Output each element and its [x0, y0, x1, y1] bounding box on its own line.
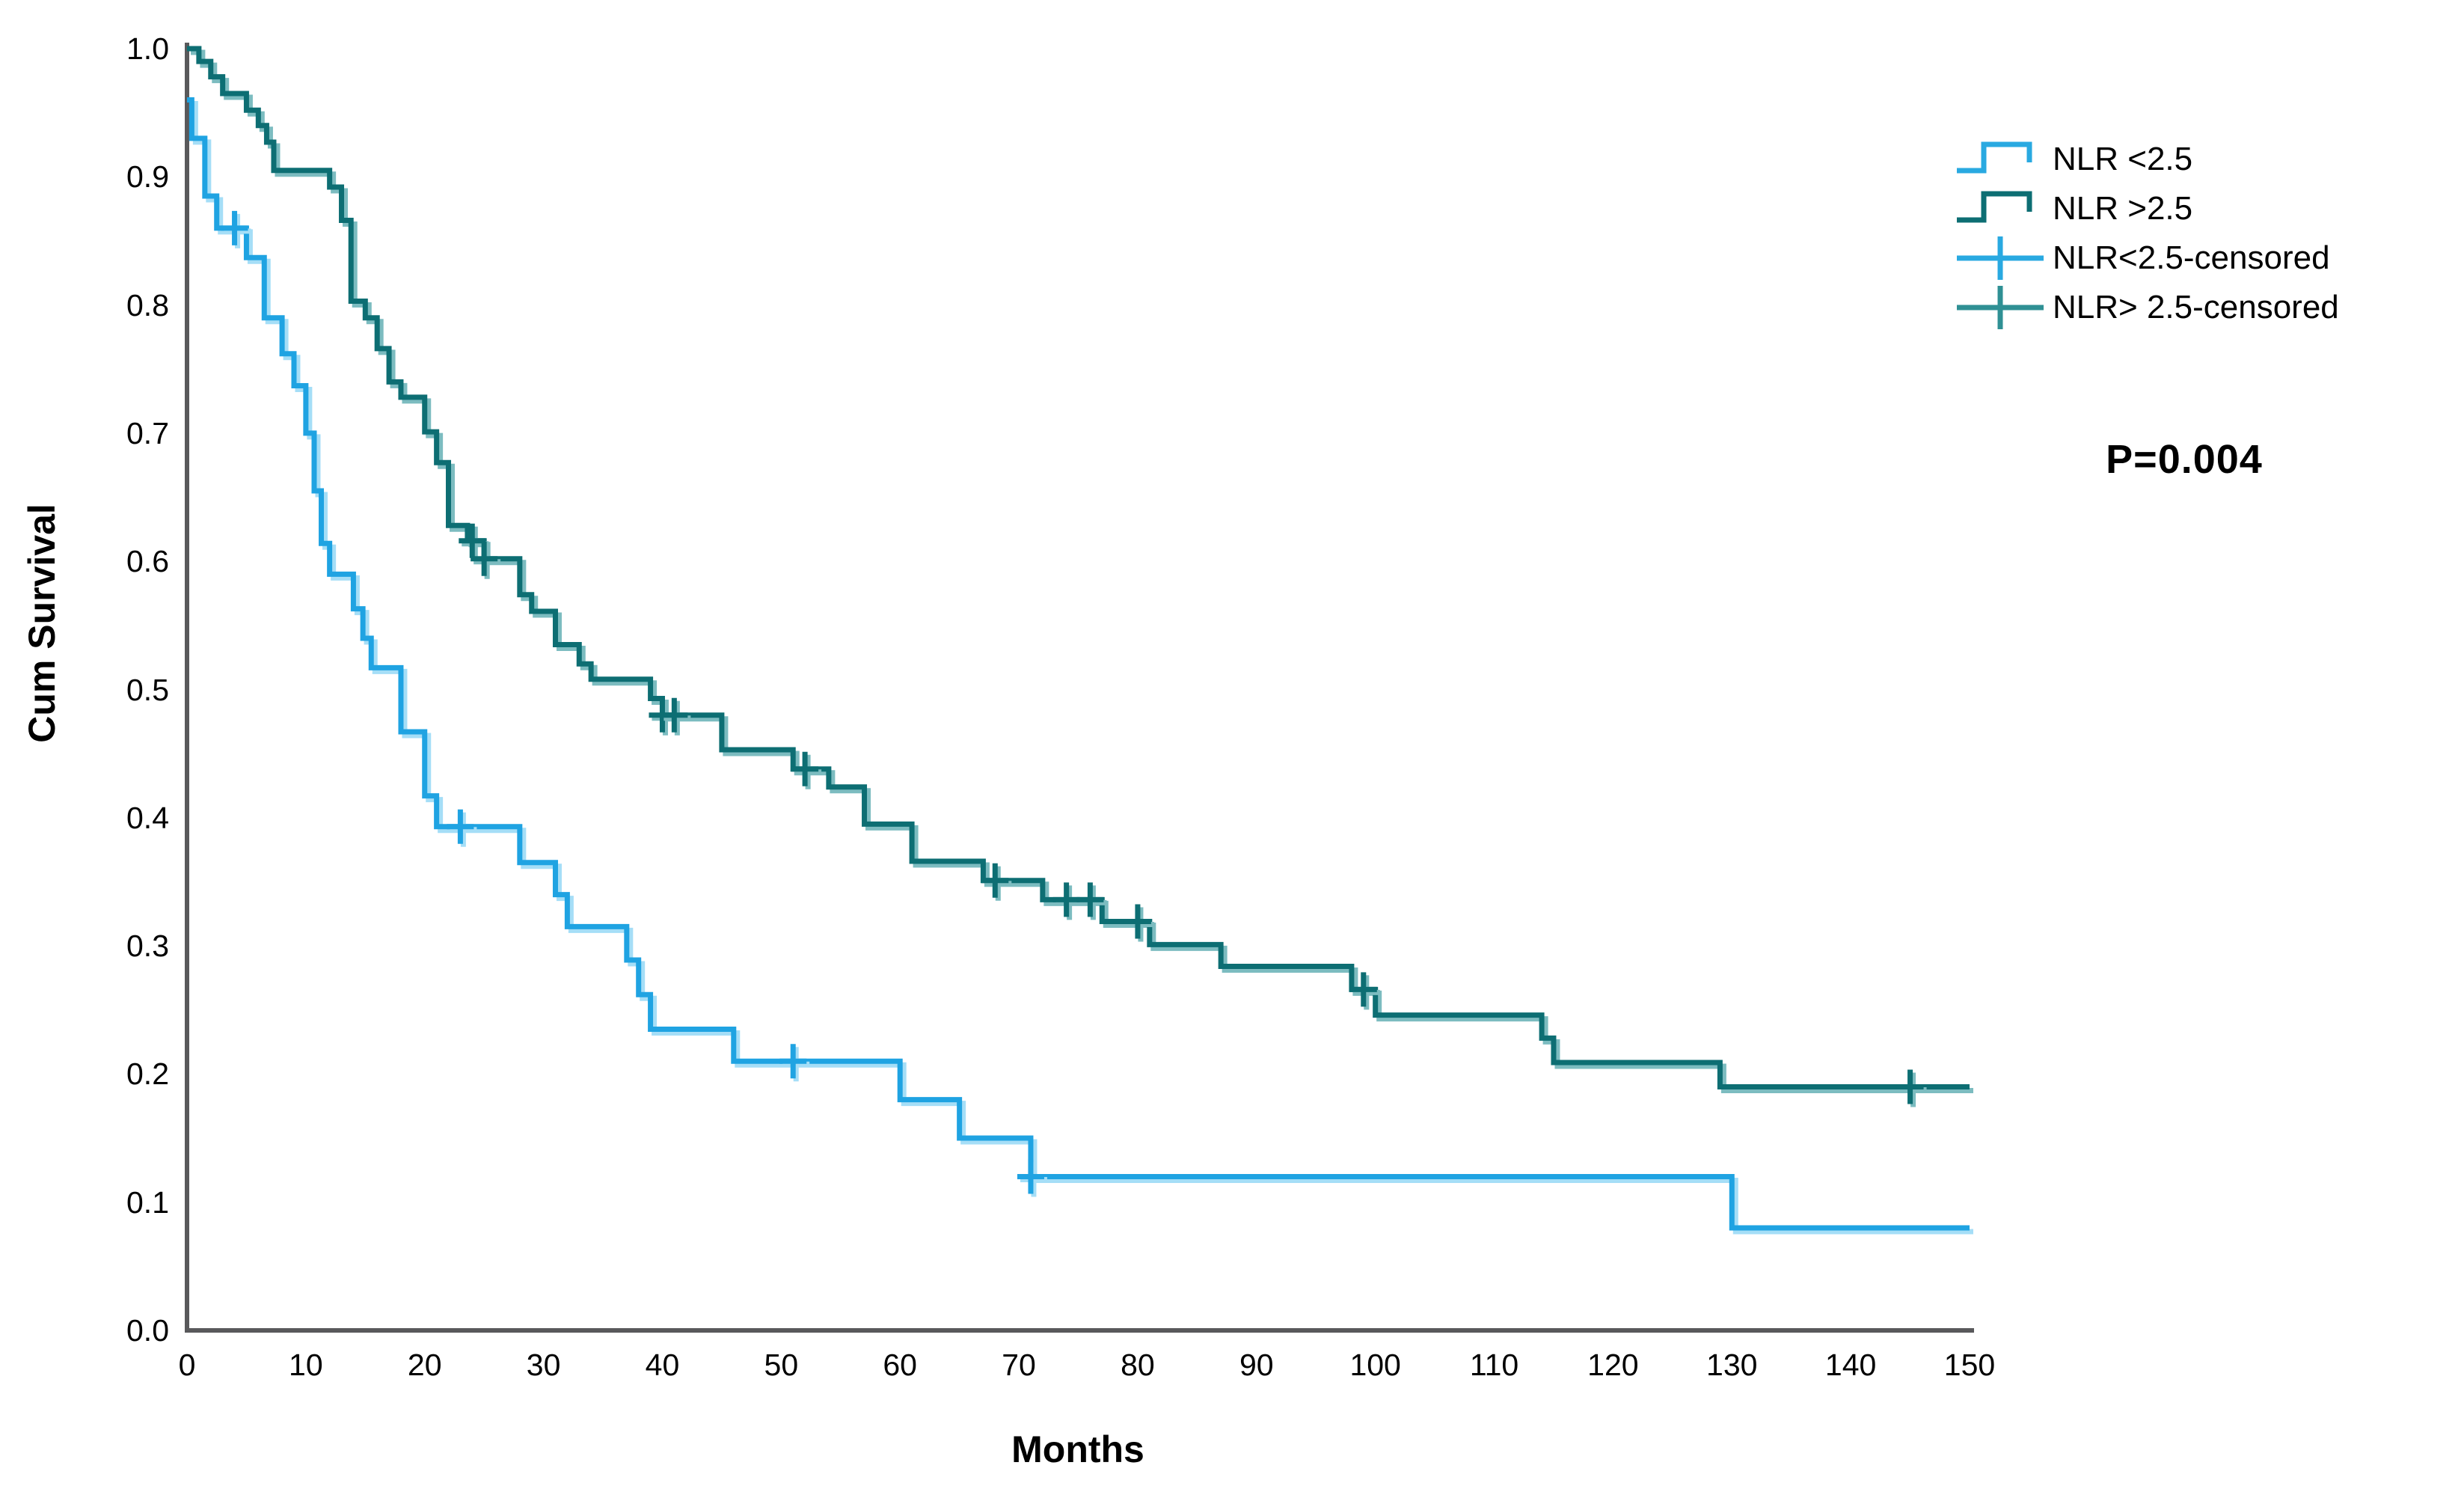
legend-item-nlr-lt-2.5-censored: NLR<2.5-censored	[1954, 233, 2339, 283]
censor-mark-halo	[1127, 907, 1154, 942]
legend: NLR <2.5 NLR >2.5 NLR<2.5-censored NLR> …	[1954, 135, 2339, 332]
censor-mark-halo	[224, 213, 251, 248]
censor-cross-sample-icon	[1957, 286, 2044, 329]
survival-curve-halo-1	[191, 49, 1973, 1094]
censor-mark	[1124, 904, 1151, 939]
censor-mark-halo	[782, 1047, 810, 1082]
censor-mark	[1052, 882, 1080, 917]
y-tick-label: 0.8	[126, 287, 169, 322]
censor-mark	[447, 809, 474, 844]
legend-item-nlr-gt-2.5: NLR >2.5	[1954, 184, 2339, 233]
x-tick-label: 0	[178, 1348, 196, 1382]
x-axis-title: Months	[1011, 1428, 1144, 1470]
x-tick-label: 120	[1587, 1348, 1639, 1382]
censor-mark	[1349, 972, 1377, 1007]
censor-mark	[791, 751, 819, 786]
x-tick-label: 130	[1706, 1348, 1758, 1382]
censor-mark-halo	[1079, 885, 1107, 920]
p-value-annotation: P=0.004	[2106, 437, 2263, 482]
censor-mark	[981, 863, 1009, 898]
censor-mark	[471, 541, 498, 576]
survival-curve-1	[187, 46, 1970, 1090]
x-tick-label: 50	[764, 1348, 799, 1382]
censor-mark-halo	[1899, 1072, 1927, 1107]
y-tick-label: 0.7	[126, 415, 169, 450]
x-tick-label: 20	[407, 1348, 442, 1382]
legend-label: NLR >2.5	[2053, 190, 2193, 227]
y-tick-label: 0.0	[126, 1313, 169, 1348]
censor-cross-sample-icon	[1957, 236, 2044, 280]
censor-mark	[661, 697, 688, 733]
x-tick-label: 100	[1349, 1348, 1401, 1382]
censor-mark	[1076, 882, 1104, 917]
y-tick-label: 0.5	[126, 672, 169, 707]
x-tick-label: 110	[1469, 1348, 1519, 1382]
y-axis-title: Cum Survival	[21, 504, 63, 743]
x-tick-label: 150	[1943, 1348, 1996, 1382]
censor-mark	[1896, 1069, 1924, 1104]
x-tick-label: 10	[289, 1348, 323, 1382]
legend-item-nlr-gt-2.5-censored: NLR> 2.5-censored	[1954, 283, 2339, 332]
legend-item-nlr-lt-2.5: NLR <2.5	[1954, 135, 2339, 184]
y-tick-label: 0.6	[126, 544, 169, 579]
y-axis-tick-labels: 0.0 0.1 0.2 0.3 0.4 0.5 0.6 0.7 0.8 0.9 1.0	[0, 0, 169, 1501]
y-tick-label: 0.3	[126, 929, 169, 964]
step-line-sample-icon	[1957, 191, 2032, 223]
censor-mark	[221, 210, 248, 245]
x-axis-tick-labels: 0 10 20 30 40 50 60 70 80 90 100 110 120 130 140 150	[0, 1347, 2464, 1392]
censor-mark-halo	[794, 754, 822, 789]
censor-mark	[459, 523, 486, 558]
y-tick-label: 0.4	[126, 800, 169, 835]
legend-label: NLR> 2.5-censored	[2053, 289, 2339, 325]
censor-mark-halo	[450, 812, 477, 847]
y-tick-label: 0.1	[126, 1184, 169, 1220]
censor-mark	[1017, 1159, 1044, 1194]
y-tick-label: 1.0	[126, 31, 169, 66]
legend-label: NLR <2.5	[2053, 141, 2193, 177]
legend-label: NLR<2.5-censored	[2053, 239, 2330, 276]
censor-mark	[779, 1044, 807, 1079]
censor-mark-halo	[474, 544, 501, 579]
censor-mark-halo	[1020, 1162, 1047, 1197]
censor-mark-halo	[1055, 885, 1083, 920]
censor-mark-halo	[984, 866, 1012, 901]
x-tick-label: 70	[1002, 1348, 1036, 1382]
censor-mark-halo	[1352, 975, 1380, 1010]
y-tick-label: 0.2	[126, 1057, 169, 1092]
x-tick-label: 60	[883, 1348, 917, 1382]
survival-curve-0	[187, 97, 1970, 1231]
censor-mark-halo	[663, 700, 691, 736]
x-tick-label: 90	[1239, 1348, 1274, 1382]
survival-curve-halo-0	[191, 101, 1973, 1235]
x-tick-label: 30	[526, 1348, 561, 1382]
step-line-sample-icon	[1957, 141, 2032, 174]
y-tick-label: 0.9	[126, 159, 169, 195]
x-tick-label: 40	[645, 1348, 680, 1382]
x-tick-label: 140	[1824, 1348, 1877, 1382]
x-tick-label: 80	[1121, 1348, 1155, 1382]
